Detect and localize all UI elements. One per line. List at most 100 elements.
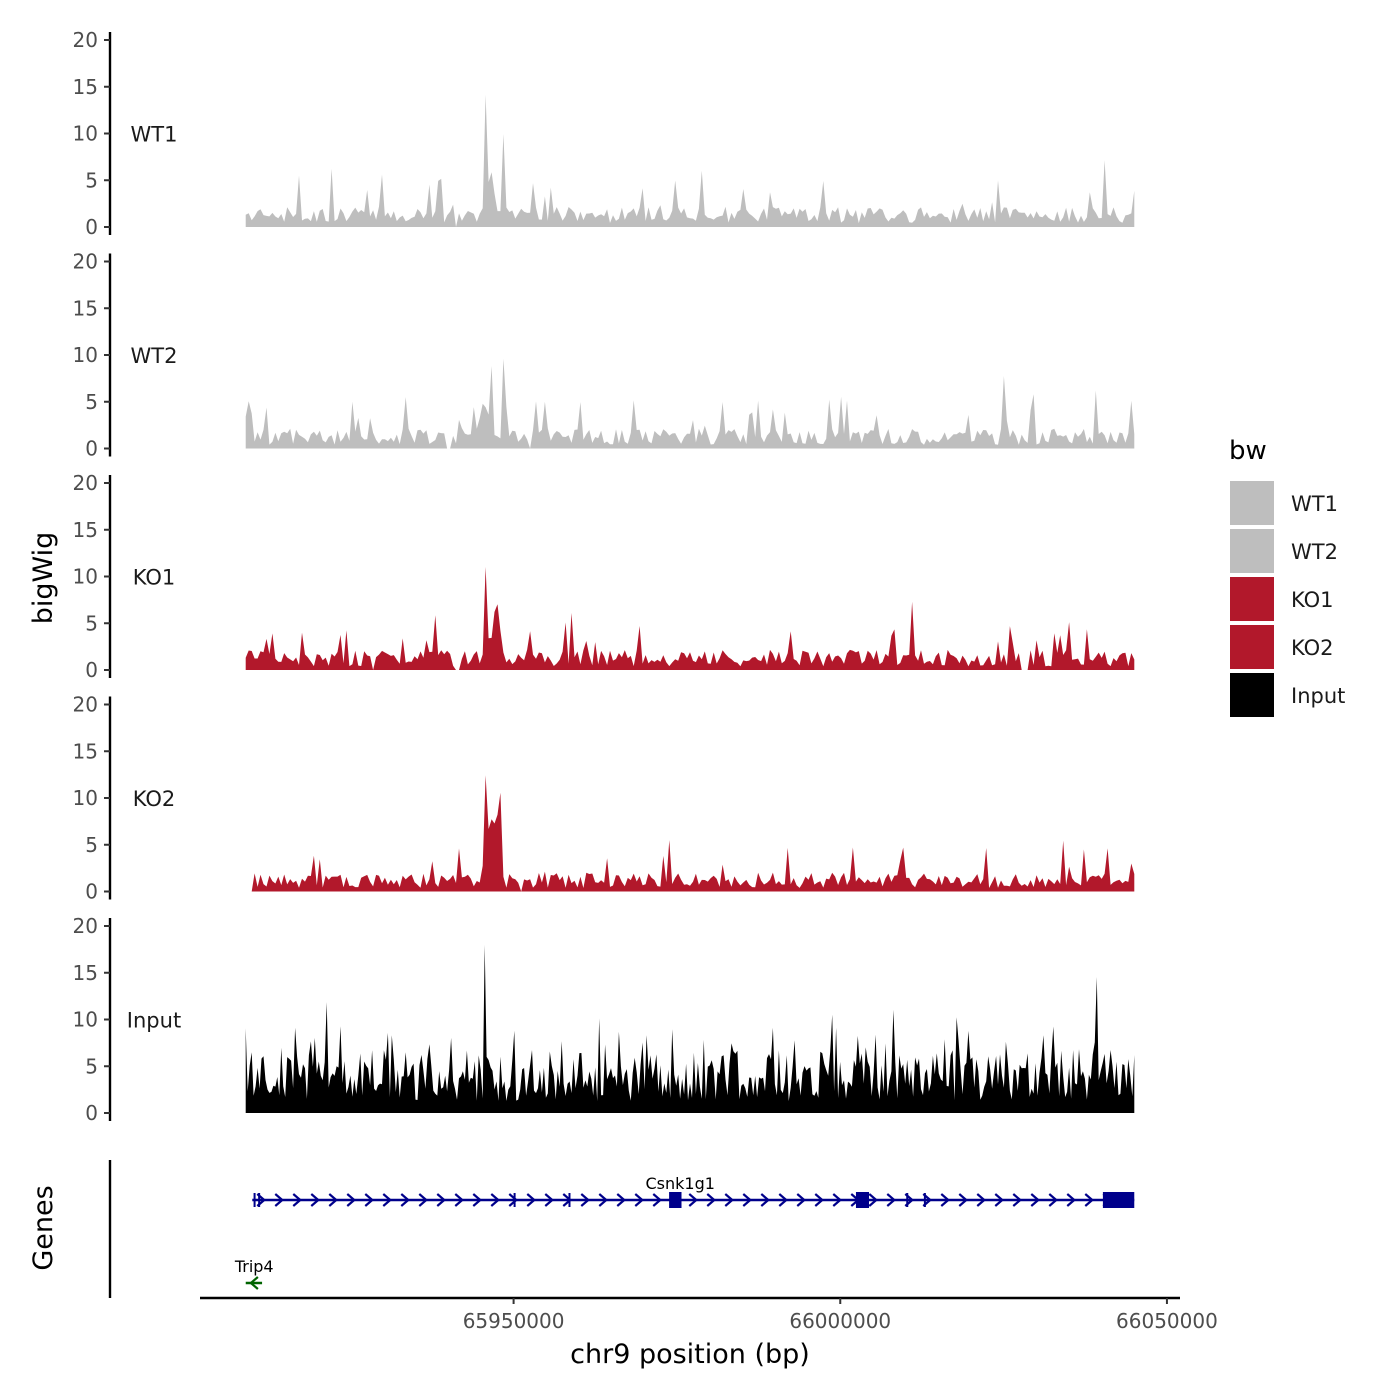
- x-axis: 65950000 66000000 66050000: [200, 1296, 1218, 1333]
- y-tick-label: 10: [73, 786, 98, 810]
- strand-arrow: [940, 1193, 950, 1207]
- legend-label: Input: [1291, 684, 1345, 708]
- strand-arrow: [742, 1193, 752, 1207]
- legend-label: KO1: [1291, 588, 1334, 612]
- strand-arrow: [652, 1193, 662, 1207]
- exon: [253, 1193, 256, 1207]
- legend-label: WT2: [1291, 540, 1338, 564]
- track-label: WT2: [131, 344, 178, 368]
- strand-arrow: [292, 1193, 302, 1207]
- strand-arrow: [274, 1193, 284, 1207]
- strand-arrow: [526, 1193, 536, 1207]
- signal-area-ko1: [245, 566, 1135, 670]
- exon: [568, 1193, 571, 1207]
- gene-label: Csnk1g1: [645, 1174, 714, 1193]
- strand-arrow: [760, 1193, 770, 1207]
- strand-arrow: [400, 1193, 410, 1207]
- y-tick-label: 20: [73, 693, 98, 717]
- y-tick-label: 20: [73, 471, 98, 495]
- y-tick-label: 5: [85, 1054, 98, 1078]
- exon: [513, 1193, 516, 1207]
- y-tick-label: 0: [85, 437, 98, 461]
- y-tick-label: 15: [73, 518, 98, 542]
- y-tick-label: 5: [85, 168, 98, 192]
- y-tick-label: 10: [73, 343, 98, 367]
- gene-track: Csnk1g1 Trip4: [108, 1160, 1135, 1298]
- genes-axis-title: Genes: [28, 1185, 59, 1270]
- legend-key-wt2: [1228, 527, 1276, 575]
- track-label: WT1: [131, 123, 178, 147]
- y-tick-label: 15: [73, 296, 98, 320]
- signal-area-wt2: [245, 358, 1135, 449]
- y-tick-label: 0: [85, 658, 98, 682]
- x-tick-label: 65950000: [463, 1309, 565, 1333]
- signal-area-input: [245, 944, 1135, 1113]
- strand-arrow: [706, 1193, 716, 1207]
- strand-arrow: [544, 1193, 554, 1207]
- exon: [923, 1193, 926, 1207]
- track-label: KO1: [133, 566, 176, 590]
- strand-arrow: [580, 1193, 590, 1207]
- legend-label: WT1: [1291, 492, 1338, 516]
- strand-arrow: [346, 1193, 356, 1207]
- strand-arrow: [508, 1193, 518, 1207]
- legend-label: KO2: [1291, 636, 1334, 660]
- strand-arrow: [249, 1276, 259, 1290]
- track-label: Input: [127, 1009, 181, 1033]
- legend: bw WT1 WT2 KO1 KO2 Input: [1228, 436, 1345, 719]
- strand-arrow: [436, 1193, 446, 1207]
- strand-arrow: [994, 1193, 1004, 1207]
- x-axis-title: chr9 position (bp): [570, 1339, 810, 1370]
- y-tick-label: 0: [85, 880, 98, 904]
- strand-arrow: [1084, 1193, 1094, 1207]
- strand-arrow: [688, 1193, 698, 1207]
- strand-arrow: [310, 1193, 320, 1207]
- strand-arrow: [958, 1193, 968, 1207]
- strand-arrow: [382, 1193, 392, 1207]
- strand-arrow: [1030, 1193, 1040, 1207]
- signal-area-wt1: [245, 94, 1135, 227]
- legend-key-input: [1228, 671, 1276, 719]
- x-tick-label: 66050000: [1116, 1309, 1218, 1333]
- y-tick-label: 5: [85, 833, 98, 857]
- gene-label: Trip4: [234, 1257, 274, 1276]
- strand-arrow: [976, 1193, 986, 1207]
- track-input: 0 5 10 15 20 Input: [73, 914, 1135, 1125]
- strand-arrow: [598, 1193, 608, 1207]
- y-tick-label: 10: [73, 1008, 98, 1032]
- legend-title: bw: [1229, 436, 1267, 466]
- x-tick-label: 66000000: [789, 1309, 891, 1333]
- y-tick-label: 15: [73, 961, 98, 985]
- track-wt1: 0 5 10 15 20 WT1: [73, 28, 1135, 239]
- exon: [855, 1192, 870, 1208]
- y-axis-title: bigWig: [28, 532, 59, 625]
- y-tick-label: 5: [85, 390, 98, 414]
- legend-key-wt1: [1228, 479, 1276, 527]
- y-tick-label: 10: [73, 565, 98, 589]
- strand-arrow: [724, 1193, 734, 1207]
- exon: [258, 1193, 261, 1207]
- y-tick-label: 5: [85, 611, 98, 635]
- signal-area-ko2: [245, 775, 1135, 892]
- bigwig-tracks: 0 5 10 15 20 WT1 0 5 10 15 20 WT2 0 5 10 15 20 KO1 0 5 10 15 2…: [73, 28, 1135, 1125]
- gene-csnk1g1: Csnk1g1: [252, 1174, 1135, 1208]
- strand-arrow: [832, 1193, 842, 1207]
- strand-arrow: [868, 1193, 878, 1207]
- track-ko2: 0 5 10 15 20 KO2: [73, 693, 1135, 904]
- y-tick-label: 0: [85, 1101, 98, 1125]
- strand-arrow: [796, 1193, 806, 1207]
- exon: [906, 1193, 909, 1207]
- strand-arrow: [490, 1193, 500, 1207]
- legend-key-ko1: [1228, 575, 1276, 623]
- strand-arrow: [616, 1193, 626, 1207]
- y-tick-label: 15: [73, 75, 98, 99]
- strand-arrow: [886, 1193, 896, 1207]
- track-wt2: 0 5 10 15 20 WT2: [73, 250, 1135, 461]
- exon: [1102, 1192, 1135, 1208]
- track-label: KO2: [133, 787, 176, 811]
- strand-arrow: [472, 1193, 482, 1207]
- strand-arrow: [1066, 1193, 1076, 1207]
- y-tick-label: 0: [85, 215, 98, 239]
- strand-arrow: [814, 1193, 824, 1207]
